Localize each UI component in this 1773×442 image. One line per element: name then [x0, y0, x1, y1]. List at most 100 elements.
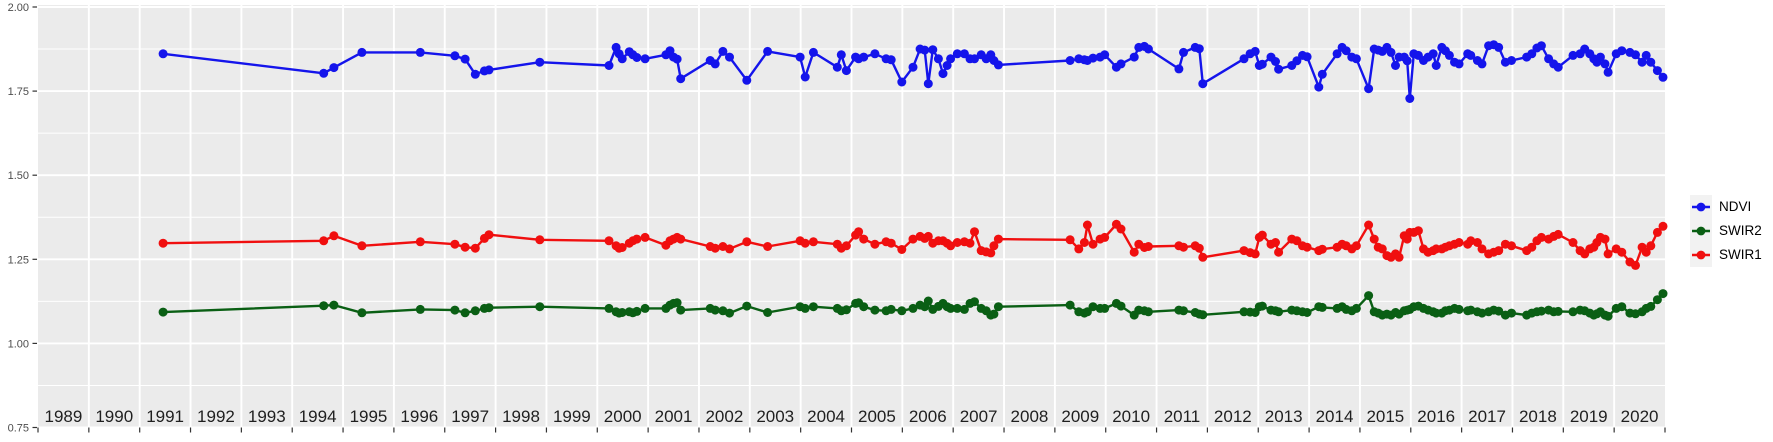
legend-item-swir2: SWIR2	[1690, 219, 1762, 243]
data-point-swir1	[450, 239, 460, 249]
legend-key-swir2-icon	[1690, 219, 1712, 243]
data-point-swir1	[952, 238, 962, 247]
data-point-swir2	[841, 305, 851, 315]
data-point-swir2	[329, 300, 339, 310]
series-swir1	[158, 219, 1668, 270]
data-point-swir2	[1494, 306, 1504, 316]
data-point-swir1	[1129, 247, 1139, 257]
data-point-ndvi	[742, 75, 752, 85]
data-point-swir1	[676, 234, 686, 244]
data-point-ndvi	[1617, 46, 1627, 56]
data-point-swir1	[1369, 234, 1379, 244]
data-point-swir1	[870, 239, 880, 249]
data-point-ndvi	[1641, 50, 1651, 60]
data-point-swir1	[1507, 241, 1516, 251]
x-tick-label: 1990	[95, 407, 133, 426]
data-point-swir2	[800, 303, 810, 313]
data-point-swir2	[484, 303, 494, 313]
data-point-swir1	[1271, 238, 1280, 247]
data-point-swir1	[1600, 234, 1610, 244]
data-point-ndvi	[1603, 67, 1613, 77]
x-tick-label: 2003	[756, 407, 794, 426]
data-point-ndvi	[1116, 59, 1126, 69]
data-point-swir1	[808, 237, 818, 247]
data-point-swir1	[617, 243, 627, 252]
data-point-swir1	[859, 234, 869, 244]
data-point-swir2	[1317, 302, 1327, 312]
data-point-ndvi	[870, 49, 880, 59]
data-point-swir2	[946, 303, 956, 313]
series-swir2	[158, 289, 1668, 321]
data-point-swir2	[808, 302, 818, 312]
data-point-swir1	[965, 238, 975, 248]
data-point-swir1	[1074, 244, 1084, 254]
data-point-swir2	[1179, 306, 1188, 316]
data-point-swir1	[908, 234, 918, 244]
data-point-ndvi	[1302, 52, 1312, 62]
data-point-swir2	[1088, 302, 1098, 312]
data-point-ndvi	[672, 54, 682, 64]
data-point-ndvi	[1527, 49, 1537, 59]
data-point-swir1	[1536, 232, 1546, 242]
data-point-swir1	[1617, 247, 1627, 257]
x-tick-label: 2019	[1570, 407, 1608, 426]
legend-item-swir1: SWIR1	[1690, 243, 1762, 267]
data-point-swir1	[1454, 238, 1464, 247]
data-point-ndvi	[1652, 66, 1662, 76]
data-point-swir2	[1100, 303, 1110, 313]
data-point-ndvi	[1631, 50, 1640, 60]
data-point-swir1	[986, 248, 996, 258]
data-point-swir1	[725, 244, 734, 254]
y-axis-labels: 2.00 1.75 1.50 1.25 1.00 0.75	[8, 2, 29, 435]
data-point-swir2	[672, 298, 682, 308]
data-point-ndvi	[1292, 56, 1302, 66]
data-point-swir2	[460, 308, 470, 318]
data-point-ndvi	[1405, 94, 1415, 103]
data-point-ndvi	[1174, 64, 1184, 74]
x-tick-label: 2016	[1417, 407, 1455, 426]
data-point-ndvi	[1477, 59, 1487, 69]
data-point-ndvi	[535, 57, 545, 67]
data-point-swir2	[470, 306, 480, 316]
data-point-ndvi	[1314, 82, 1324, 92]
y-tick-label: 1.75	[8, 86, 29, 98]
data-point-ndvi	[632, 53, 642, 62]
data-point-swir2	[1507, 308, 1516, 318]
data-point-swir2	[604, 303, 614, 313]
data-point-ndvi	[1257, 59, 1267, 69]
data-point-swir2	[632, 306, 642, 316]
data-point-ndvi	[832, 62, 842, 72]
data-point-ndvi	[1466, 50, 1476, 60]
data-point-swir1	[357, 241, 367, 251]
data-point-swir1	[970, 227, 979, 237]
data-point-swir2	[897, 306, 907, 316]
y-tick-label: 1.25	[8, 254, 29, 266]
data-point-ndvi	[1646, 57, 1656, 67]
data-point-swir1	[742, 237, 752, 247]
data-point-ndvi	[928, 45, 938, 55]
data-point-ndvi	[897, 77, 907, 87]
data-point-swir1	[1274, 247, 1284, 257]
data-point-ndvi	[920, 45, 930, 55]
data-point-swir1	[989, 241, 999, 251]
x-tick-label: 1992	[197, 407, 235, 426]
data-point-ndvi	[319, 68, 329, 78]
data-point-swir1	[1652, 227, 1662, 237]
data-point-swir1	[1351, 241, 1361, 251]
data-point-swir1	[1082, 220, 1092, 230]
data-point-swir1	[329, 231, 339, 241]
data-point-swir2	[886, 304, 896, 314]
data-point-swir2	[617, 308, 627, 317]
x-tick-label: 1998	[502, 407, 540, 426]
legend-label-swir1: SWIR1	[1719, 247, 1762, 262]
x-tick-label: 2000	[604, 407, 642, 426]
data-point-swir2	[1646, 301, 1656, 311]
data-point-swir2	[908, 303, 918, 313]
x-tick-label: 1997	[451, 407, 489, 426]
data-point-swir2	[993, 302, 1003, 312]
data-point-ndvi	[1386, 47, 1396, 57]
y-tick-label: 1.50	[8, 170, 29, 182]
data-point-ndvi	[357, 47, 367, 57]
data-point-swir2	[763, 308, 773, 317]
